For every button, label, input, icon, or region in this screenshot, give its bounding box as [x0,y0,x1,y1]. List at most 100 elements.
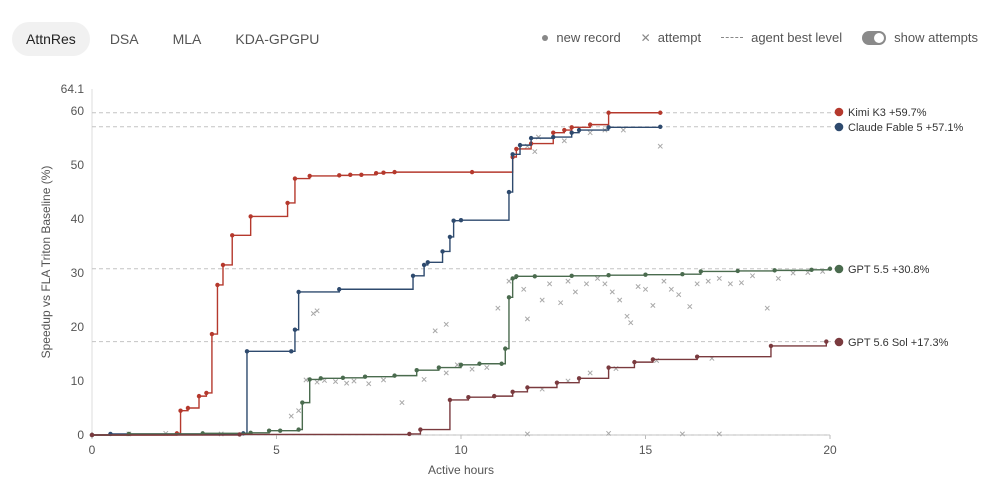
new-record-point [466,395,471,400]
attempt-marker [657,143,663,149]
cross-icon: ✕ [640,30,651,45]
tab-dsa[interactable]: DSA [109,31,139,47]
tab-kda-gpgpu[interactable]: KDA-GPGPU [235,31,320,47]
new-record-point [606,365,611,370]
new-record-point [410,273,416,278]
attempt-marker [303,377,309,383]
new-record-point [554,380,560,385]
new-record-point [296,427,301,432]
new-record-point [458,217,464,223]
attempt-marker [661,278,667,284]
attempt-marker [628,320,634,326]
new-record-point [469,169,475,175]
new-record-point [292,327,298,332]
dashed-line-icon [721,37,744,38]
new-record-point [421,262,427,268]
x-tick-label: 5 [273,443,280,457]
x-tick-label: 0 [89,443,96,457]
attempt-marker [469,366,475,372]
y-tick-label: 30 [71,266,85,280]
new-record-point [220,262,226,268]
tab-mla[interactable]: MLA [172,31,202,47]
new-record-point [248,214,253,219]
new-record-point [650,357,656,362]
attempt-marker [642,286,649,292]
new-record-point [658,124,663,129]
new-record-point [340,375,346,380]
attempt-marker [399,400,405,406]
x-tick-label: 15 [639,443,653,457]
attempt-marker [738,280,744,286]
tab-attnres[interactable]: AttnRes [12,22,90,56]
series-end-label: Kimi K3 +59.7% [848,107,927,119]
new-record-point [569,130,574,135]
new-record-point [237,432,242,437]
new-record-point [392,169,397,175]
toggle-knob [874,32,885,43]
new-record-point [307,173,312,179]
y-top-tick-label: 64.1 [61,82,85,96]
attempt-marker [432,328,438,334]
new-record-point [458,362,464,368]
attempt-marker [583,281,590,287]
y-tick-label: 50 [71,158,85,172]
attempt-marker [716,431,722,437]
attempt-marker [620,127,626,133]
attempt-marker [314,308,320,314]
new-record-point [215,282,220,288]
new-record-point [528,135,534,141]
new-record-point [506,189,512,195]
new-record-point [576,127,582,133]
new-record-point [178,408,183,413]
attempt-marker [484,364,490,371]
new-record-point [418,427,423,432]
series-end-label: Claude Fable 5 +57.1% [848,122,963,134]
legend-best-level-label: agent best level [751,30,843,45]
new-record-point [569,273,574,278]
attempt-marker [310,310,316,317]
new-record-point [337,173,342,178]
attempt-marker [288,413,294,419]
new-record-point [451,218,456,223]
new-record-point [348,172,353,178]
new-record-point [447,397,453,403]
new-record-point [307,377,312,382]
series-line [92,268,831,436]
attempt-marker [705,278,711,284]
show-attempts-toggle[interactable] [862,30,887,45]
y-tick-label: 10 [71,374,85,388]
new-record-point [499,361,504,366]
attempt-marker [587,370,593,376]
series-line [92,112,661,436]
new-record-point [362,374,368,379]
new-record-point [532,274,537,279]
attempt-marker [676,292,682,298]
y-tick-label: 20 [71,320,85,334]
new-record-point [230,233,235,238]
y-tick-label: 60 [71,104,85,118]
new-record-point [824,339,829,344]
new-record-point [209,331,215,337]
attempt-marker [314,379,320,385]
new-record-point [337,287,342,292]
y-tick-label: 40 [71,212,85,226]
new-record-point [551,134,556,140]
attempt-marker [617,297,623,303]
new-record-point [827,266,833,271]
show-attempts-label: show attempts [894,30,978,45]
new-record-point [492,393,497,399]
chart-legend: new record ✕ attempt agent best level sh… [522,30,978,45]
new-record-point [289,349,294,354]
attempt-marker [547,281,553,287]
new-record-point [359,172,364,178]
new-record-point [244,349,250,354]
attempt-markers [126,127,826,437]
attempt-marker [454,362,460,368]
attempt-marker [296,408,302,414]
series-end-label: GPT 5.5 +30.8% [848,264,930,276]
dot-icon [542,34,549,41]
new-record-point [680,271,685,277]
attempt-marker [443,321,449,327]
new-record-point [436,365,442,370]
